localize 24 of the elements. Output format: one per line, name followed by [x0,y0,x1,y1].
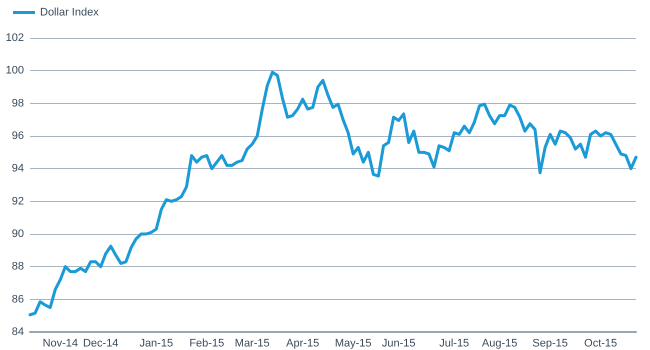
x-tick-label: Nov-14 [42,338,78,350]
x-tick-label: Oct-15 [584,338,618,350]
y-tick-label: 94 [12,162,24,175]
y-tick-label: 90 [12,228,24,240]
x-tick-label: Jan-15 [139,338,174,350]
y-tick-label: 84 [12,326,24,338]
x-tick-label: Apr-15 [286,338,320,350]
x-tick-label: Jun-15 [382,338,416,350]
y-tick-label: 86 [12,293,24,306]
y-tick-label: 100 [6,64,24,77]
line-series [28,70,638,316]
x-tick-label: Jul-15 [439,338,470,350]
y-tick-label: 88 [12,260,24,273]
y-tick-label: 92 [12,195,24,208]
x-tick-label: May-15 [334,338,372,350]
legend-label: Dollar Index [40,6,100,18]
x-tick-label: Mar-15 [234,338,270,350]
y-tick-label: 98 [12,97,24,110]
x-tick-label: Feb-15 [189,338,224,350]
x-tick-label: Sep-15 [532,338,568,350]
x-tick-label: Aug-15 [482,338,518,350]
x-tick-label: Dec-14 [82,338,118,350]
y-tick-label: 102 [6,32,24,44]
y-tick-label: 96 [12,130,24,142]
